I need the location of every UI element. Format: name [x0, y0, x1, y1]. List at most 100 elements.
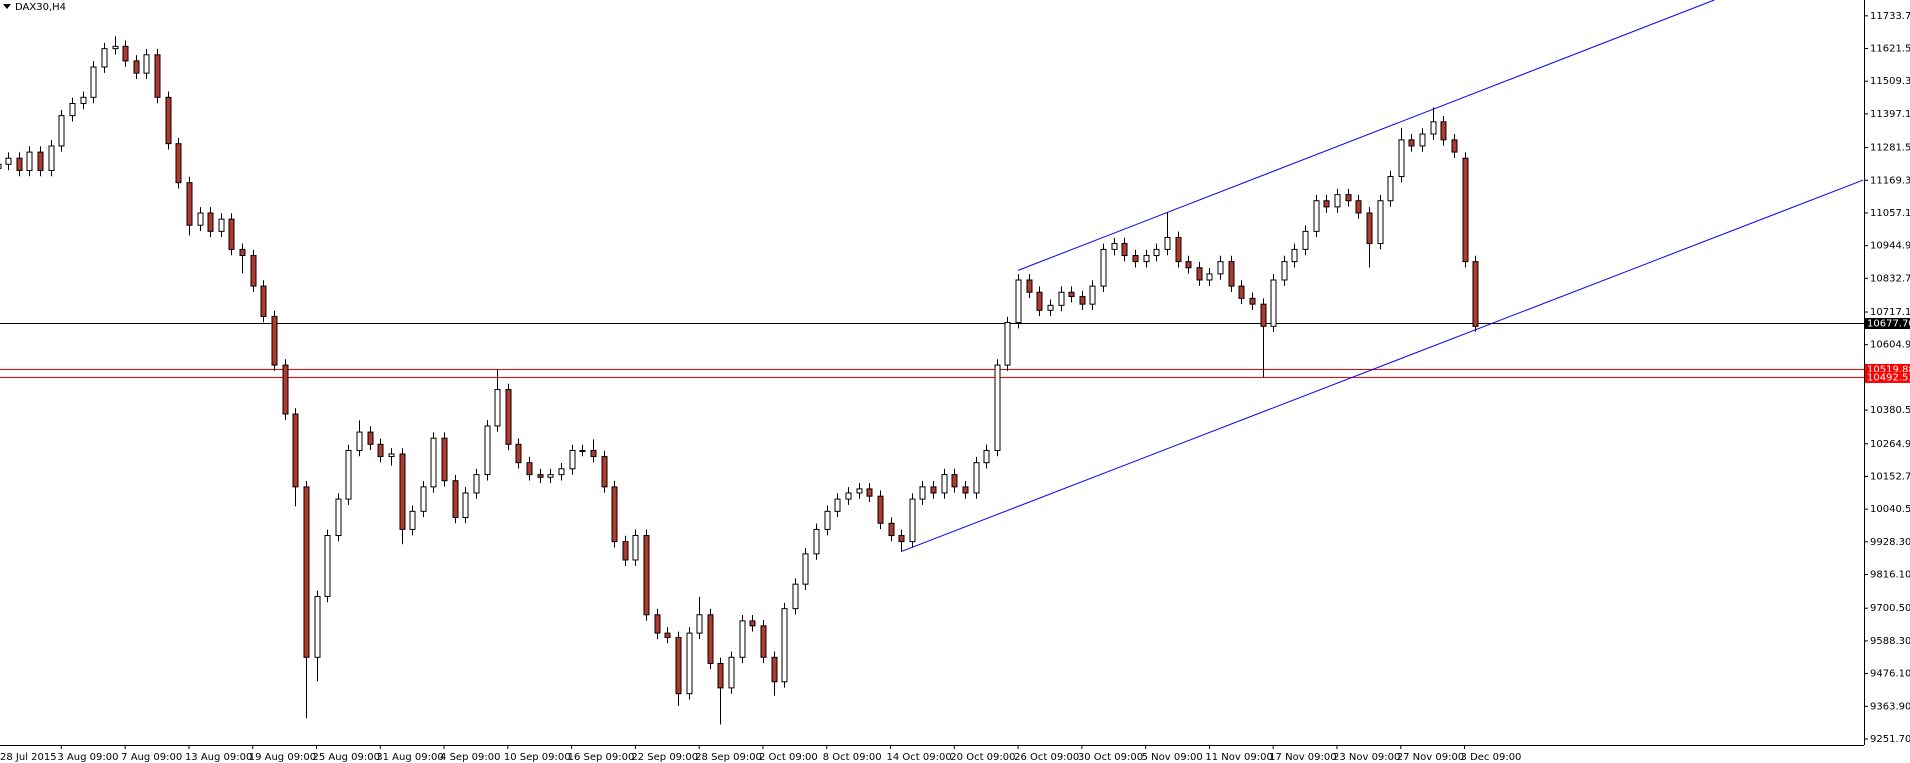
candle-body — [611, 486, 618, 543]
candle-body — [239, 248, 246, 257]
candle-body — [739, 620, 746, 658]
candle-body — [473, 474, 480, 494]
candle-body — [207, 212, 214, 232]
x-tick-label: 30 Oct 09:00 — [1078, 752, 1143, 763]
y-tick-label: 11621.50 — [1870, 44, 1910, 55]
candle-body — [1260, 303, 1267, 327]
trend-line — [900, 179, 1864, 553]
candle-body — [558, 468, 565, 476]
candle-body — [1217, 261, 1224, 275]
candle-body — [728, 656, 735, 689]
y-tick-label: 9476.10 — [1870, 669, 1910, 680]
candle-body — [1238, 285, 1245, 299]
x-tick-label: 25 Aug 09:00 — [313, 752, 380, 763]
candle-body — [1143, 255, 1150, 263]
x-tick-label: 23 Nov 09:00 — [1333, 752, 1400, 763]
candle-body — [271, 315, 278, 366]
candle-body — [856, 488, 863, 494]
candle-body — [420, 486, 427, 512]
plot-area — [0, 0, 1864, 725]
candle-body — [388, 453, 395, 458]
candle-body — [1355, 200, 1362, 214]
x-tick-label: 3 Dec 09:00 — [1461, 752, 1522, 763]
y-tick-label: 10040.50 — [1870, 504, 1910, 515]
x-tick-label: 2 Oct 09:00 — [759, 752, 818, 763]
candle-body — [601, 456, 608, 488]
candle-body — [452, 480, 459, 518]
candle-body — [5, 157, 12, 165]
x-tick-label: 28 Sep 09:00 — [695, 752, 762, 763]
candle-body — [165, 96, 172, 145]
x-tick-label: 22 Sep 09:00 — [631, 752, 698, 763]
candle-body — [228, 218, 235, 250]
candle-body — [983, 449, 990, 464]
candle-body — [632, 535, 639, 561]
y-tick-label: 11397.10 — [1870, 109, 1910, 120]
candle-body — [1164, 236, 1171, 250]
candle-body — [888, 522, 895, 537]
price-label: 10519.88 — [1867, 364, 1910, 375]
y-tick-label: 10717.10 — [1870, 307, 1910, 318]
candle-body — [1196, 267, 1203, 281]
y-tick-label: 11281.50 — [1870, 143, 1910, 154]
x-tick-label: 8 Oct 09:00 — [823, 752, 882, 763]
candle-body — [1430, 121, 1437, 135]
x-tick-label: 28 Jul 2015 — [0, 752, 57, 763]
x-tick-label: 31 Aug 09:00 — [376, 752, 443, 763]
candle-body — [834, 498, 841, 512]
y-tick-label: 11169.30 — [1870, 175, 1910, 186]
x-tick-label: 7 Aug 09:00 — [121, 752, 182, 763]
y-tick-label: 11057.10 — [1870, 208, 1910, 219]
candle-body — [1004, 322, 1011, 366]
candle-body — [335, 498, 342, 537]
candle-body — [122, 45, 129, 62]
candle-body — [1047, 304, 1054, 311]
candle-body — [1100, 248, 1107, 287]
candle-body — [462, 492, 469, 518]
candle-body — [1451, 139, 1458, 153]
candle-body — [654, 614, 661, 634]
candle-body — [1281, 261, 1288, 281]
x-tick-label: 13 Aug 09:00 — [185, 752, 252, 763]
candle-body — [16, 157, 23, 171]
candle-body — [909, 498, 916, 543]
candle-body — [1185, 261, 1192, 269]
candle-body — [1068, 291, 1075, 298]
candle-body — [771, 656, 778, 683]
candle-body — [675, 636, 682, 695]
price-label-box — [1865, 363, 1910, 375]
x-tick-label: 26 Oct 09:00 — [1014, 752, 1079, 763]
candle-body — [515, 443, 522, 464]
candle-body — [1206, 273, 1213, 281]
candle-body — [345, 449, 352, 500]
price-label: 10677.70 — [1867, 318, 1910, 329]
candle-body — [399, 453, 406, 530]
candle-body — [845, 492, 852, 500]
price-label-box — [1865, 317, 1910, 329]
candle-body — [441, 437, 448, 482]
y-tick-label: 11733.70 — [1870, 11, 1910, 22]
x-tick-label: 11 Nov 09:00 — [1205, 752, 1272, 763]
x-tick-label: 20 Oct 09:00 — [950, 752, 1015, 763]
candle-body — [1058, 291, 1065, 306]
candle-body — [1408, 139, 1415, 147]
y-tick-label: 9928.30 — [1870, 537, 1910, 548]
candle-body — [1175, 236, 1182, 263]
candle-body — [526, 462, 533, 476]
candle-body — [218, 218, 225, 232]
y-tick-label: 9363.90 — [1870, 701, 1910, 712]
y-tick-label: 9700.50 — [1870, 603, 1910, 614]
x-tick-label: 4 Sep 09:00 — [440, 752, 500, 763]
candle-body — [664, 632, 671, 638]
candle-body — [1249, 297, 1256, 305]
x-tick-label: 17 Nov 09:00 — [1269, 752, 1336, 763]
y-tick-label: 10604.90 — [1870, 340, 1910, 351]
candle-body — [941, 474, 948, 494]
x-tick-label: 14 Oct 09:00 — [887, 752, 952, 763]
candle-body — [133, 60, 140, 74]
candle-body — [48, 145, 55, 171]
candle-body — [1462, 157, 1469, 263]
candle-body — [1111, 243, 1118, 250]
trend-line — [1017, 0, 1715, 271]
